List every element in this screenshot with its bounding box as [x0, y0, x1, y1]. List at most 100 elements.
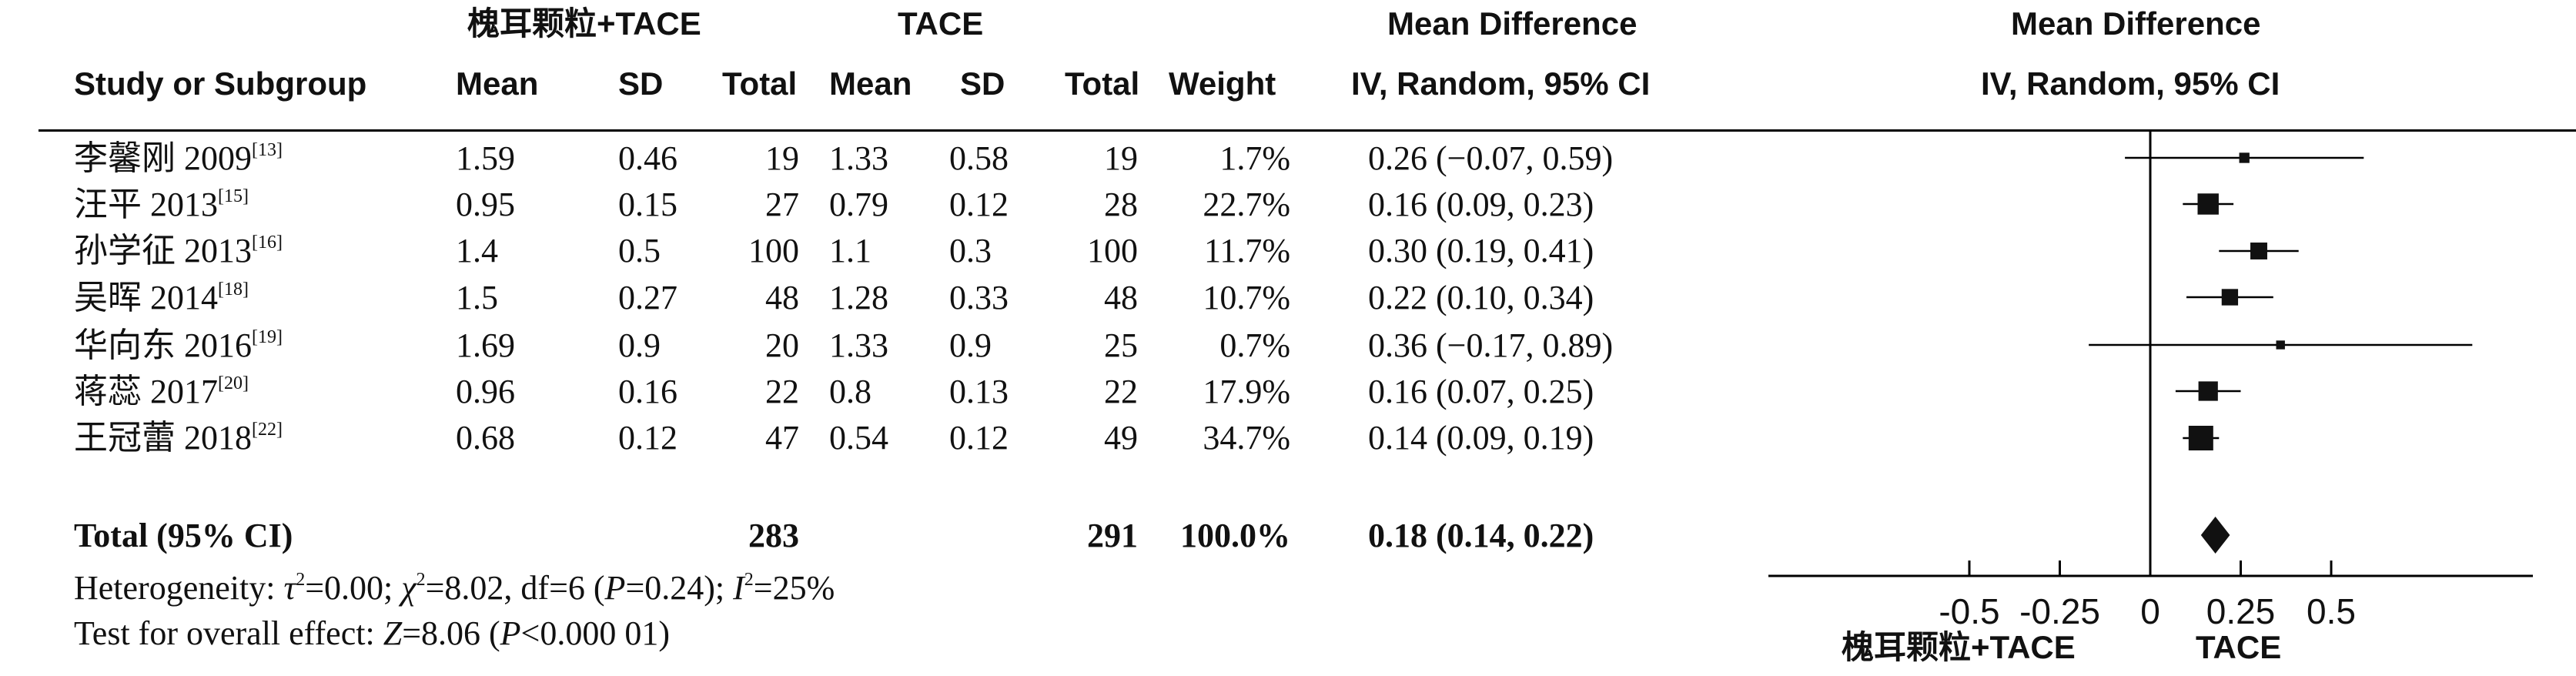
overall-effect-text: Test for overall effect: Z=8.06 (P<0.000…: [74, 617, 670, 651]
study-sd2: 0.3: [949, 232, 992, 269]
study-sd1: 0.46: [618, 139, 677, 177]
study-total2: 100: [1087, 232, 1138, 269]
x-tick-label: 0: [2140, 591, 2160, 631]
study-mean2: 0.79: [829, 186, 888, 223]
plot-title: Mean Difference: [2011, 5, 2261, 42]
study-name: 王冠蕾 2018[22]: [74, 419, 283, 457]
study-total2: 49: [1104, 419, 1138, 457]
study-sd2: 0.12: [949, 186, 1009, 223]
study-sd1: 0.12: [618, 419, 677, 457]
study-name: 蒋蕊 2017[20]: [74, 373, 249, 410]
study-point: [2197, 193, 2219, 215]
tau-sup: 2: [296, 570, 306, 590]
study-name-text: 孙学征 2013: [74, 232, 252, 269]
i-value: =25%: [753, 569, 835, 607]
study-name: 孙学征 2013[16]: [74, 232, 283, 269]
study-ref: [13]: [252, 140, 283, 160]
study-name: 李馨刚 2009[13]: [74, 140, 283, 176]
total-weight: 100.0%: [1180, 517, 1290, 554]
p-symbol: P: [604, 569, 626, 607]
study-ci-text: 0.14 (0.09, 0.19): [1368, 419, 1594, 457]
study-mean2: 0.54: [829, 419, 888, 457]
study-name-text: 蒋蕊 2017: [74, 373, 218, 410]
header-rule: [38, 129, 2576, 132]
study-total2: 25: [1104, 326, 1138, 364]
study-mean1: 1.5: [456, 279, 498, 316]
study-mean2: 1.33: [829, 139, 888, 177]
pooled-diamond: [2200, 517, 2230, 554]
overall-p-value: <0.000 01): [520, 614, 671, 652]
study-sd2: 0.9: [949, 326, 992, 364]
study-total2: 22: [1104, 373, 1138, 410]
study-sd2: 0.13: [949, 373, 1009, 410]
table-row: 孙学征 2013[16] 1.4 0.5 100 1.1 0.3 100 11.7% 0.30 …: [0, 232, 1771, 279]
table-row: 汪平 2013[15] 0.95 0.15 27 0.79 0.12 28 22.7% 0.16…: [0, 186, 1771, 233]
study-mean1: 1.4: [456, 232, 498, 269]
favours-right-label: TACE: [2196, 629, 2282, 665]
z-value: =8.06 (: [402, 614, 500, 652]
study-sd1: 0.9: [618, 326, 661, 364]
tau-value: =0.00;: [305, 569, 402, 607]
col-total2-header: Total: [1065, 65, 1140, 102]
study-point: [2276, 340, 2285, 350]
table-row: 李馨刚 2009[13] 1.59 0.46 19 1.33 0.58 19 1.7% 0.26…: [0, 139, 1771, 186]
md-title: Mean Difference: [1387, 5, 1638, 42]
study-name-text: 汪平 2013: [74, 186, 218, 223]
study-ci-text: 0.26 (−0.07, 0.59): [1368, 139, 1614, 177]
study-weight: 1.7%: [1219, 139, 1290, 177]
study-name: 吴晖 2014[18]: [74, 280, 249, 315]
col-study-header: Study or Subgroup: [74, 65, 367, 102]
col-mean1-header: Mean: [456, 65, 539, 102]
total-row: Total (95% CI) 283 291 100.0% 0.18 (0.14…: [0, 519, 1771, 564]
total-total2: 291: [1087, 517, 1138, 554]
study-name: 华向东 2016[19]: [74, 326, 283, 364]
study-mean2: 1.1: [829, 232, 871, 269]
study-ref: [16]: [252, 233, 283, 253]
study-weight: 17.9%: [1203, 373, 1290, 410]
study-ref: [15]: [218, 186, 249, 206]
study-point: [2198, 381, 2218, 401]
study-name-text: 华向东 2016: [74, 326, 252, 364]
heterogeneity-text: Heterogeneity: τ2=0.00; χ2=8.02, df=6 (P…: [74, 571, 835, 605]
study-weight: 34.7%: [1203, 419, 1290, 457]
table-row: 王冠蕾 2018[22] 0.68 0.12 47 0.54 0.12 49 34.7% 0.1…: [0, 419, 1771, 466]
study-sd2: 0.33: [949, 279, 1009, 316]
study-point: [2221, 289, 2239, 306]
study-total1: 27: [765, 186, 799, 223]
chi-value: =8.02, df=6 (: [425, 569, 605, 607]
study-mean1: 0.68: [456, 419, 515, 457]
group1-title: 槐耳颗粒+TACE: [467, 5, 701, 42]
study-sd1: 0.15: [618, 186, 677, 223]
col-total1-header: Total: [722, 65, 798, 102]
study-mean1: 0.95: [456, 186, 515, 223]
study-sd2: 0.58: [949, 139, 1009, 177]
col-weight-header: Weight: [1169, 65, 1276, 102]
x-tick-label: -0.5: [1939, 591, 1999, 631]
study-total1: 47: [765, 419, 799, 457]
study-ci-text: 0.30 (0.19, 0.41): [1368, 232, 1594, 269]
chi-sup: 2: [416, 570, 426, 590]
heterogeneity-prefix: Heterogeneity:: [74, 569, 284, 607]
total-ci-text: 0.18 (0.14, 0.22): [1368, 517, 1594, 554]
study-point: [2239, 152, 2250, 163]
col-mean2-header: Mean: [829, 65, 912, 102]
x-tick-label: -0.25: [2019, 591, 2100, 631]
total-total1: 283: [748, 517, 799, 554]
study-point: [2188, 426, 2213, 450]
study-ref: [20]: [218, 373, 249, 393]
study-ci-text: 0.36 (−0.17, 0.89): [1368, 326, 1614, 364]
col-sd1-header: SD: [618, 65, 664, 102]
study-ci-text: 0.16 (0.09, 0.23): [1368, 186, 1594, 223]
study-name-text: 王冠蕾 2018: [74, 419, 252, 457]
study-mean1: 1.59: [456, 139, 515, 177]
table-row: 华向东 2016[19] 1.69 0.9 20 1.33 0.9 25 0.7% 0.36 (…: [0, 326, 1771, 373]
study-total1: 48: [765, 279, 799, 316]
table-row: 蒋蕊 2017[20] 0.96 0.16 22 0.8 0.13 22 17.9% 0.16 …: [0, 373, 1771, 420]
study-total2: 48: [1104, 279, 1138, 316]
study-weight: 22.7%: [1203, 186, 1290, 223]
study-total2: 28: [1104, 186, 1138, 223]
i-sup: 2: [744, 570, 754, 590]
study-ref: [22]: [252, 420, 283, 440]
overall-p-symbol: P: [500, 614, 521, 652]
